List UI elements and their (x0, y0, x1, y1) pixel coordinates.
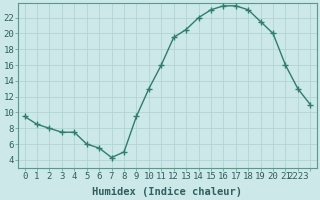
X-axis label: Humidex (Indice chaleur): Humidex (Indice chaleur) (92, 186, 243, 197)
